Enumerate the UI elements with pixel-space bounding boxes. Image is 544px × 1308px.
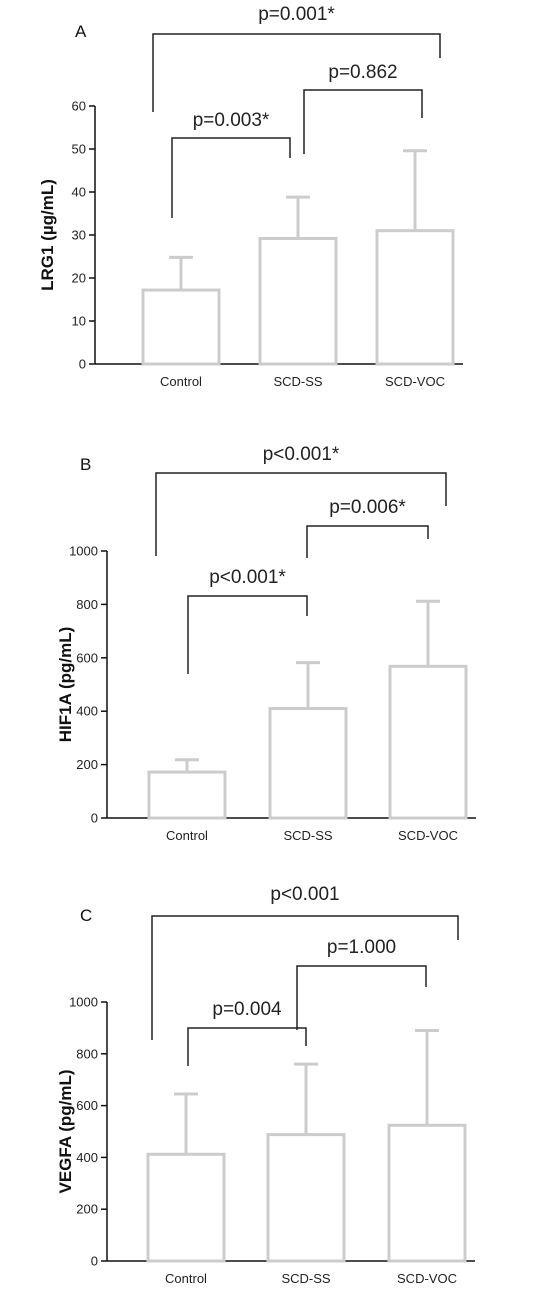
y-tick-label: 30 — [72, 228, 86, 243]
p-value-label: p=0.004 — [212, 999, 282, 1020]
y-tick-label: 400 — [76, 704, 98, 719]
panel-letter: A — [75, 22, 87, 41]
significance-bracket — [155, 472, 447, 556]
significance-bracket — [187, 1027, 307, 1066]
x-tick-label: SCD-VOC — [385, 374, 445, 389]
y-tick-label: 800 — [76, 597, 98, 612]
y-tick-label: 200 — [76, 1202, 98, 1217]
significance-bracket — [306, 525, 429, 558]
significance-bracket — [152, 33, 441, 112]
p-value-label: p<0.001* — [263, 444, 340, 465]
bar-scd-ss — [266, 1133, 346, 1263]
significance-bracket — [151, 915, 459, 1040]
bar-scd-voc — [387, 1123, 467, 1263]
p-value-label: p=0.001* — [258, 4, 335, 25]
y-tick-label: 0 — [91, 811, 98, 826]
significance-bracket — [303, 89, 423, 154]
x-tick-label: SCD-SS — [283, 828, 332, 843]
p-value-label: p<0.001* — [209, 567, 286, 588]
chart-panel-a: A LRG1 (µg/mL) 0 10 20 30 40 50 60 Control SCD-SS S… — [38, 4, 463, 389]
y-tick-label: 10 — [72, 314, 86, 329]
p-value-label: p=0.006* — [329, 497, 406, 518]
significance-bracket — [187, 595, 308, 674]
x-tick-label: Control — [160, 374, 202, 389]
y-tick-label: 200 — [76, 757, 98, 772]
bar-scd-voc — [388, 664, 468, 820]
y-tick-label: 1000 — [69, 544, 98, 559]
y-tick-label: 600 — [76, 650, 98, 665]
y-tick-label: 60 — [72, 99, 86, 114]
bar-control — [141, 288, 221, 366]
chart-panel-c: C VEGFA (pg/mL) 0 200 400 600 800 1000 Control SC… — [56, 884, 475, 1286]
y-tick-label: 50 — [72, 142, 86, 157]
x-tick-label: Control — [165, 1271, 207, 1286]
y-axis-label: LRG1 (µg/mL) — [38, 179, 57, 291]
y-axis-label: VEGFA (pg/mL) — [56, 1069, 75, 1193]
y-tick-label: 800 — [76, 1046, 98, 1061]
p-value-label: p=0.862 — [328, 62, 397, 83]
p-value-label: p<0.001 — [270, 884, 339, 905]
y-axis-label: HIF1A (pg/mL) — [56, 627, 75, 743]
bar-scd-ss — [268, 707, 348, 820]
x-tick-label: SCD-VOC — [397, 1271, 457, 1286]
x-tick-label: SCD-SS — [273, 374, 322, 389]
x-tick-label: SCD-VOC — [398, 828, 458, 843]
panel-letter: B — [80, 455, 91, 474]
y-tick-label: 0 — [79, 357, 86, 372]
y-tick-label: 0 — [91, 1254, 98, 1269]
bar-scd-voc — [375, 229, 455, 366]
bar-scd-ss — [258, 236, 338, 366]
y-tick-label: 400 — [76, 1150, 98, 1165]
bar-control — [147, 770, 227, 820]
x-tick-label: Control — [166, 828, 208, 843]
y-tick-label: 40 — [72, 185, 86, 200]
y-tick-label: 1000 — [69, 995, 98, 1010]
chart-panel-b: B HIF1A (pg/mL) 0 200 400 600 800 1000 Control SC… — [56, 444, 476, 843]
x-tick-label: SCD-SS — [281, 1271, 330, 1286]
panel-letter: C — [80, 906, 92, 925]
bar-control — [146, 1152, 226, 1263]
y-tick-label: 20 — [72, 271, 86, 286]
y-tick-label: 600 — [76, 1098, 98, 1113]
significance-bracket — [171, 137, 291, 218]
p-value-label: p=1.000 — [327, 937, 396, 958]
significance-bracket — [296, 965, 427, 1030]
p-value-label: p=0.003* — [193, 110, 270, 131]
